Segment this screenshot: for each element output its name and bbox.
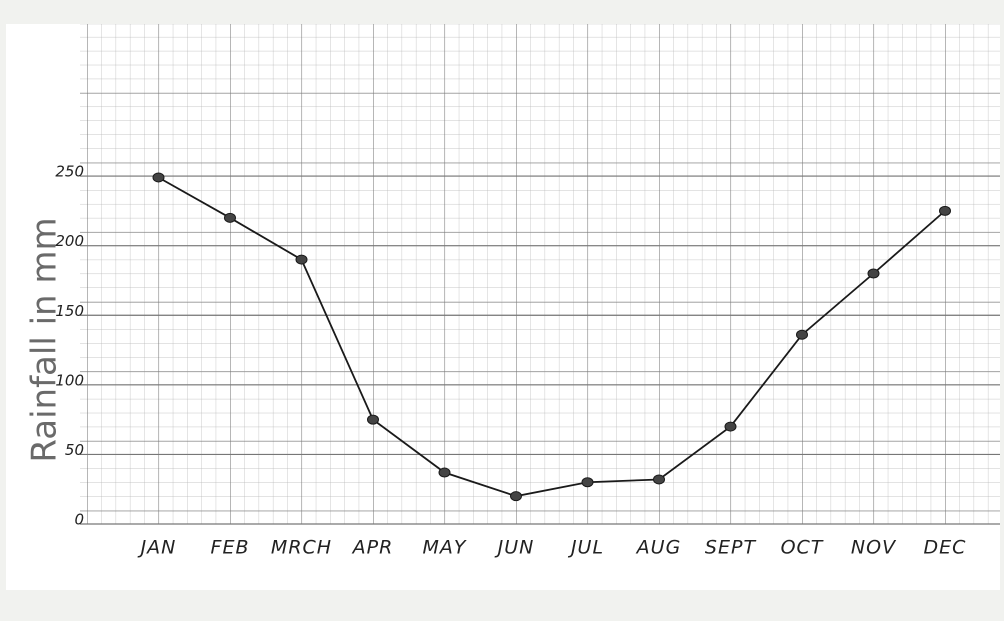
- y-tick-label: 0: [74, 511, 84, 529]
- x-tick-label: FEB: [211, 537, 250, 559]
- point: [438, 467, 451, 478]
- point: [510, 491, 522, 502]
- graph-paper-major: [80, 24, 1000, 524]
- y-axis-title: Rainfall in mm: [25, 217, 65, 462]
- plot: 0 50 100 150 200 250 JAN FEB MRCH APR MAY JUN JUL AUG…: [55, 163, 1000, 559]
- x-tick-label: JUN: [494, 537, 535, 559]
- point: [939, 205, 951, 216]
- x-tick-label: DEC: [924, 537, 967, 559]
- point: [796, 329, 808, 340]
- x-tick-label: MAY: [423, 537, 467, 559]
- point: [224, 212, 236, 223]
- x-tick-label: SEPT: [705, 537, 757, 559]
- x-tick-label: NOV: [851, 537, 897, 559]
- x-tick-label: APR: [351, 537, 394, 559]
- point: [581, 477, 594, 488]
- point: [295, 254, 308, 265]
- y-tick-label: 200: [55, 232, 84, 250]
- point: [152, 172, 165, 183]
- x-tick-label: JAN: [137, 537, 177, 559]
- line: [158, 176, 946, 498]
- y-tick-label: 100: [55, 371, 84, 389]
- y-tick-label: 250: [55, 163, 84, 181]
- y-tick-label: 150: [55, 302, 84, 320]
- y-tick-label: 50: [65, 441, 84, 459]
- point: [867, 268, 880, 279]
- x-tick-label: AUG: [635, 537, 682, 559]
- point: [367, 414, 379, 425]
- x-tick-label: OCT: [781, 537, 824, 559]
- point: [653, 474, 665, 485]
- point: [724, 421, 737, 432]
- x-tick-label: JUL: [567, 537, 604, 559]
- x-tick-label: MRCH: [271, 537, 332, 559]
